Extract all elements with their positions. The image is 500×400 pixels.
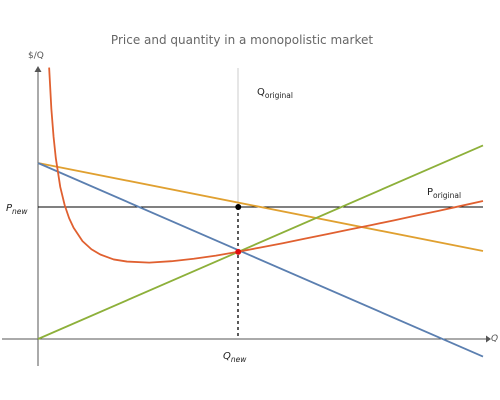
p-new-label: Pnew bbox=[6, 203, 28, 216]
chart-title: Price and quantity in a monopolistic mar… bbox=[111, 33, 373, 47]
series-line-1 bbox=[37, 162, 484, 252]
p-new-subscript: new bbox=[12, 207, 28, 216]
series-line-3 bbox=[37, 144, 484, 340]
p-new-letter: P bbox=[6, 203, 13, 214]
y-axis-arrow bbox=[34, 66, 42, 72]
p-original-letter: P bbox=[427, 187, 433, 198]
q-new-letter: Q bbox=[223, 351, 231, 362]
intersection-point-1 bbox=[235, 204, 242, 210]
annotations: Pnew Qnew Qoriginal Poriginal bbox=[6, 87, 461, 364]
q-original-subscript: original bbox=[265, 91, 293, 100]
axes: $/Q Q bbox=[2, 51, 498, 366]
x-axis-label: Q bbox=[491, 334, 498, 344]
points-layer bbox=[235, 204, 242, 255]
intersection-point-2 bbox=[235, 248, 242, 255]
q-new-subscript: new bbox=[231, 355, 247, 364]
q-new-label: Qnew bbox=[223, 351, 247, 364]
y-axis-label: $/Q bbox=[28, 51, 44, 61]
series-line-4 bbox=[48, 67, 484, 264]
x-axis-arrow bbox=[486, 335, 491, 343]
q-original-letter: Q bbox=[257, 87, 265, 98]
p-original-subscript: original bbox=[433, 191, 461, 200]
q-original-label: Qoriginal bbox=[257, 87, 293, 100]
reference-lines bbox=[38, 68, 483, 339]
series-layer bbox=[37, 67, 484, 358]
series-line-2 bbox=[37, 162, 484, 358]
p-original-label: Poriginal bbox=[427, 187, 461, 200]
